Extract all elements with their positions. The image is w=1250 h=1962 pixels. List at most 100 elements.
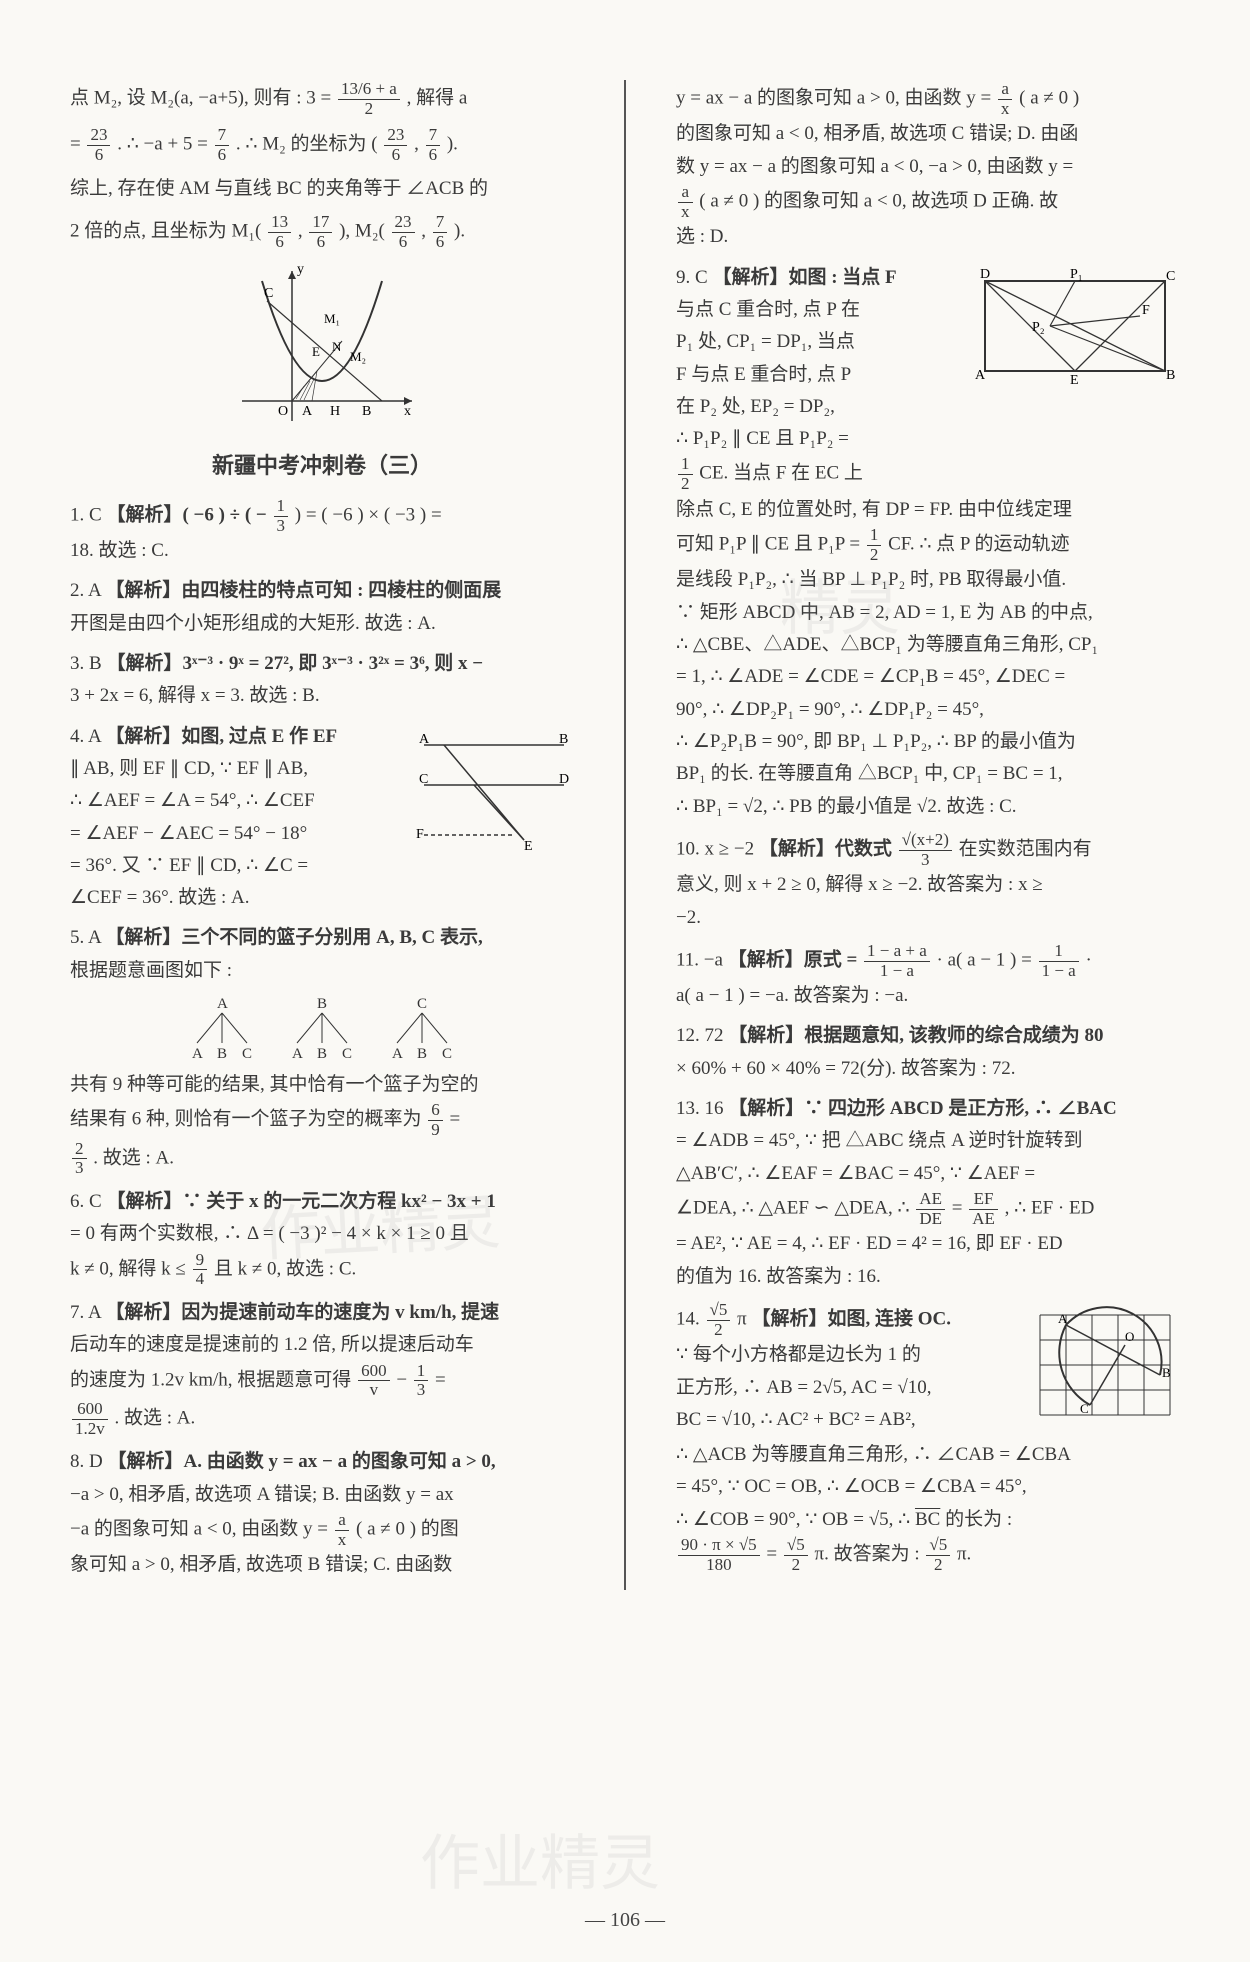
- numer: 1: [867, 526, 882, 546]
- analysis-label: 【解析】由四棱柱的特点可知 : 四棱柱的侧面展: [105, 580, 501, 601]
- numer: 9: [193, 1251, 208, 1271]
- text: a( a − 1 ) = −a. 故答案为 : −a.: [676, 985, 908, 1006]
- text: 正方形, ∴ AB = 2√5, AC = √10,: [676, 1377, 932, 1398]
- svg-text:E: E: [312, 344, 320, 359]
- text: 3 + 2x = 6, 解得 x = 3. 故选 : B.: [70, 685, 320, 706]
- svg-text:C: C: [419, 772, 428, 787]
- fraction: 90 · π × √5180: [678, 1536, 760, 1574]
- answer: A: [88, 580, 101, 601]
- answer: x ≥ −2: [705, 838, 755, 859]
- fraction: 76: [426, 126, 441, 164]
- text: ).: [454, 221, 465, 242]
- text: =: [435, 1369, 446, 1390]
- denom: 9: [428, 1121, 443, 1140]
- denom: 6: [433, 233, 448, 252]
- denom: AE: [969, 1210, 998, 1229]
- denom: 4: [193, 1270, 208, 1289]
- denom: 6: [392, 233, 415, 252]
- intro-paragraph: 点 M₂, 设 M₂(a, −a+5), 则有 : 3 = 13/6 + a 2…: [70, 80, 574, 118]
- text: ∴ ∠COB = 90°, ∵ OB = √5, ∴: [676, 1509, 915, 1530]
- page-number-value: 106: [610, 1909, 640, 1931]
- svg-text:A: A: [217, 996, 228, 1012]
- numer: 7: [433, 213, 448, 233]
- numer: √5: [784, 1536, 808, 1556]
- svg-text:B: B: [1166, 368, 1175, 383]
- analysis-label: 【解析】如图 : 当点 F: [712, 267, 896, 288]
- svg-text:B: B: [362, 404, 371, 419]
- text: ∴ BP₁ = √2, ∴ PB 的最小值是 √2. 故选 : C.: [676, 796, 1017, 817]
- q-number: 8.: [70, 1451, 84, 1472]
- text: π. 故答案为 :: [814, 1543, 924, 1564]
- denom: 6: [268, 233, 291, 252]
- text: 根据题意画图如下 :: [70, 960, 232, 981]
- numer: 23: [392, 213, 415, 233]
- q-number: 14.: [676, 1308, 700, 1329]
- two-column-layout: 点 M₂, 设 M₂(a, −a+5), 则有 : 3 = 13/6 + a 2…: [70, 80, 1180, 1590]
- numer: 90 · π × √5: [678, 1536, 760, 1556]
- text: −a 的图象可知 a < 0, 由函数 y =: [70, 1519, 333, 1540]
- svg-text:C: C: [1080, 1401, 1089, 1416]
- text: CF. ∴ 点 P 的运动轨迹: [888, 534, 1069, 555]
- fraction: AEDE: [916, 1190, 945, 1228]
- question-9: D P₁ C F P₂ A E B 9. C 【解析】如图 : 当点 F 与点 …: [676, 262, 1180, 823]
- numer: EF: [969, 1190, 998, 1210]
- fraction: 13: [274, 497, 289, 535]
- question-8-cont: y = ax − a 的图象可知 a > 0, 由函数 y = ax ( a ≠…: [676, 80, 1180, 254]
- text: 点 M₂, 设 M₂(a, −a+5), 则有 : 3 =: [70, 88, 336, 109]
- text: ∴ ∠P₂P₁B = 90°, 即 BP₁ ⊥ P₁P₂, ∴ BP 的最小值为: [676, 731, 1076, 752]
- text: y = ax − a 的图象可知 a > 0, 由函数 y =: [676, 88, 996, 109]
- fraction: 76: [433, 213, 448, 251]
- text: ∴ P₁P₂ ∥ CE 且 P₁P₂ =: [676, 428, 849, 449]
- analysis-label: 【解析】∵ 四边形 ABCD 是正方形, ∴ ∠BAC: [728, 1098, 1116, 1119]
- text: ,: [421, 221, 431, 242]
- svg-text:A: A: [302, 404, 313, 419]
- svg-text:F: F: [416, 827, 424, 842]
- text: ·: [1085, 949, 1091, 970]
- numer: 13/6 + a: [338, 80, 400, 100]
- svg-text:O: O: [278, 404, 288, 419]
- q-number: 6.: [70, 1191, 84, 1212]
- fraction: 6001.2v: [72, 1400, 108, 1438]
- denom: 1 − a: [1039, 962, 1079, 981]
- question-5: 5. A 【解析】三个不同的篮子分别用 A, B, C 表示, 根据题意画图如下…: [70, 922, 574, 1178]
- q-number: 1.: [70, 504, 84, 525]
- denom: x: [678, 203, 693, 222]
- text: ∴ △CBE、△ADE、△BCP₁ 为等腰直角三角形, CP₁: [676, 634, 1098, 655]
- svg-text:y: y: [297, 262, 304, 277]
- parabola-graph: y C M₁ E N M₂ O A H B x: [70, 261, 574, 431]
- numer: 17: [309, 213, 332, 233]
- text: 是线段 P₁P₂, ∴ 当 BP ⊥ P₁P₂ 时, PB 取得最小值.: [676, 569, 1066, 590]
- q-number: 11.: [676, 949, 699, 970]
- denom: 1 − a: [864, 962, 930, 981]
- numer: 6: [428, 1101, 443, 1121]
- answer: A: [88, 927, 101, 948]
- text: . 故选 : A.: [93, 1147, 174, 1168]
- fraction: 12: [867, 526, 882, 564]
- text: 象可知 a > 0, 相矛盾, 故选项 B 错误; C. 由函数: [70, 1554, 452, 1575]
- svg-text:x: x: [404, 404, 411, 419]
- numer: √5: [926, 1536, 950, 1556]
- fraction: 1 − a + a1 − a: [864, 942, 930, 980]
- text: π.: [957, 1543, 971, 1564]
- answer: C: [695, 267, 708, 288]
- svg-text:B: B: [417, 1046, 427, 1062]
- page-number: — 106 —: [0, 1909, 1250, 1932]
- svg-text:C: C: [1166, 269, 1175, 284]
- text: , ∴ EF · ED: [1005, 1198, 1095, 1219]
- text: △AB′C′, ∴ ∠EAF = ∠BAC = 45°, ∵ ∠AEF =: [676, 1163, 1035, 1184]
- text: ∵ 矩形 ABCD 中, AB = 2, AD = 1, E 为 AB 的中点,: [676, 602, 1093, 623]
- text: 数 y = ax − a 的图象可知 a < 0, −a > 0, 由函数 y …: [676, 156, 1073, 177]
- numer: 1: [678, 455, 693, 475]
- tree-diagram: ABC ABC ABC ABC: [70, 993, 574, 1063]
- text: 后动车的速度是提速前的 1.2 倍, 所以提速后动车: [70, 1334, 474, 1355]
- numer: 23: [384, 126, 407, 146]
- numer: 1: [274, 497, 289, 517]
- denom: 2: [338, 100, 400, 119]
- text: = ∠ADB = 45°, ∵ 把 △ABC 绕点 A 逆时针旋转到: [676, 1130, 1083, 1151]
- q-number: 12.: [676, 1025, 700, 1046]
- analysis-label: 【解析】根据题意知, 该教师的综合成绩为 80: [728, 1025, 1103, 1046]
- svg-text:B: B: [317, 996, 327, 1012]
- fraction: 76: [215, 126, 230, 164]
- q-number: 3.: [70, 653, 84, 674]
- text: = ∠AEF − ∠AEC = 54° − 18°: [70, 823, 307, 844]
